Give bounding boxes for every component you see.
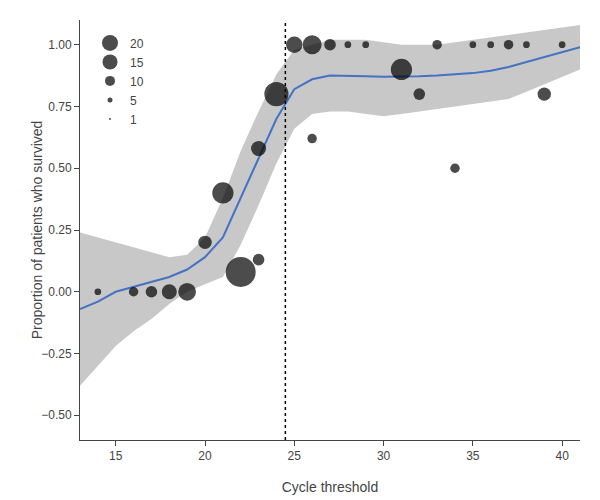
svg-text:35: 35 [466,449,480,463]
svg-text:40: 40 [555,449,569,463]
svg-text:25: 25 [288,449,302,463]
svg-text:30: 30 [377,449,391,463]
svg-text:1.00: 1.00 [48,38,72,52]
svg-text:Proportion of patients who sur: Proportion of patients who survived [29,121,45,340]
svg-text:Cycle threshold: Cycle threshold [282,479,379,495]
svg-text:−0.25: −0.25 [41,347,72,361]
svg-text:15: 15 [109,449,123,463]
svg-text:0.25: 0.25 [48,223,72,237]
svg-text:20: 20 [198,449,212,463]
svg-text:15: 15 [130,56,144,70]
svg-text:1: 1 [130,113,137,127]
svg-text:0.75: 0.75 [48,100,72,114]
svg-text:5: 5 [130,94,137,108]
svg-text:20: 20 [130,37,144,51]
svg-text:−0.50: −0.50 [41,408,72,422]
svg-text:10: 10 [130,75,144,89]
svg-text:0.00: 0.00 [48,285,72,299]
svg-text:0.50: 0.50 [48,161,72,175]
